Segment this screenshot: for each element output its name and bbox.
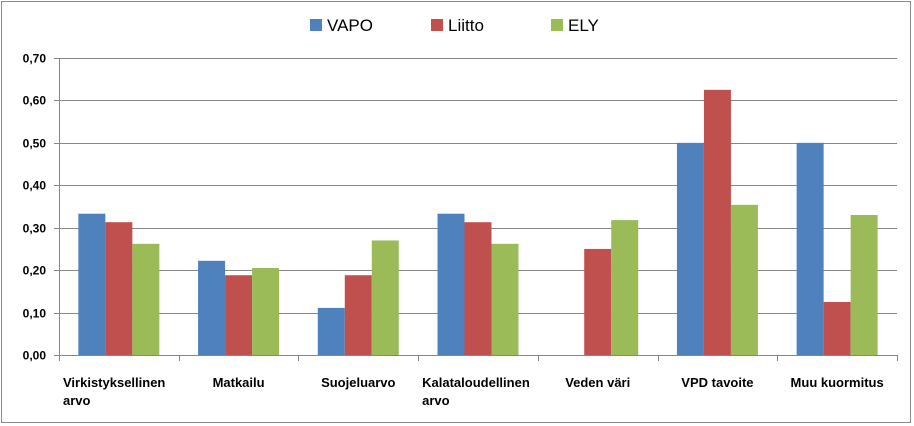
- x-tick-label: Matkailu: [213, 375, 265, 390]
- y-tick-label: 0,70: [23, 52, 47, 66]
- bar-liitto-5: [703, 89, 731, 356]
- legend-swatch-liitto: [431, 19, 443, 31]
- x-tick-label-line: Matkailu: [213, 375, 265, 390]
- legend-label-vapo: VAPO: [327, 16, 373, 35]
- y-tick-label: 0,40: [23, 179, 47, 193]
- legend-label-ely: ELY: [568, 16, 599, 35]
- x-tick-label-line: Veden väri: [565, 375, 630, 390]
- bar-ely-0: [132, 243, 160, 355]
- legend: VAPO Liitto ELY: [310, 16, 599, 35]
- x-tick-label: Kalataloudellinen arvo: [422, 375, 530, 408]
- bar-liitto-1: [225, 275, 253, 355]
- x-tick-label-line: Virkistyksellinen: [63, 375, 165, 390]
- bar-liitto-0: [105, 222, 133, 355]
- bar-liitto-3: [464, 222, 492, 355]
- bar-ely-6: [850, 214, 878, 355]
- x-tick-label: Veden väri: [565, 375, 630, 390]
- x-tick-label-line: Muu kuormitus: [791, 375, 884, 390]
- y-tick-label: 0,30: [23, 222, 47, 236]
- x-tick-label-line: VPD tavoite: [681, 375, 753, 390]
- legend-label-liitto: Liitto: [448, 16, 484, 35]
- bar-vapo-1: [198, 260, 226, 355]
- axes: 0,00 0,10 0,20 0,30 0,40 0,50 0,60 0,70 Virkisty…: [23, 52, 898, 408]
- bar-liitto-6: [823, 301, 851, 355]
- y-tick-label: 0,00: [23, 349, 47, 363]
- x-tick-label: Muu kuormitus: [791, 375, 884, 390]
- bar-ely-2: [371, 240, 399, 355]
- legend-swatch-ely: [551, 19, 563, 31]
- x-tick-label: VPD tavoite: [681, 375, 753, 390]
- bar-vapo-6: [796, 142, 824, 355]
- y-tick-label: 0,60: [23, 94, 47, 108]
- legend-swatch-vapo: [310, 19, 322, 31]
- bar-ely-3: [491, 243, 519, 355]
- y-tick-label: 0,50: [23, 137, 47, 151]
- bar-liitto-4: [584, 248, 612, 355]
- y-tick-label: 0,20: [23, 264, 47, 278]
- y-tick-label: 0,10: [23, 307, 47, 321]
- bar-vapo-5: [676, 142, 704, 355]
- bars: [78, 89, 878, 356]
- x-tick-label: Suojeluarvo: [321, 375, 395, 390]
- x-tick-label-line: Kalataloudellinen: [422, 375, 530, 390]
- bar-ely-1: [252, 268, 280, 355]
- x-tick-label-line: Suojeluarvo: [321, 375, 395, 390]
- bar-liitto-2: [344, 275, 372, 355]
- x-tick-label-line: arvo: [422, 393, 450, 408]
- x-tick-label: Virkistyksellinen arvo: [63, 375, 165, 408]
- x-tick-label-line: arvo: [63, 393, 91, 408]
- bar-ely-5: [730, 204, 758, 355]
- bar-vapo-2: [317, 307, 345, 355]
- bar-vapo-3: [437, 213, 465, 355]
- bar-vapo-0: [78, 213, 106, 355]
- bar-ely-4: [611, 220, 639, 355]
